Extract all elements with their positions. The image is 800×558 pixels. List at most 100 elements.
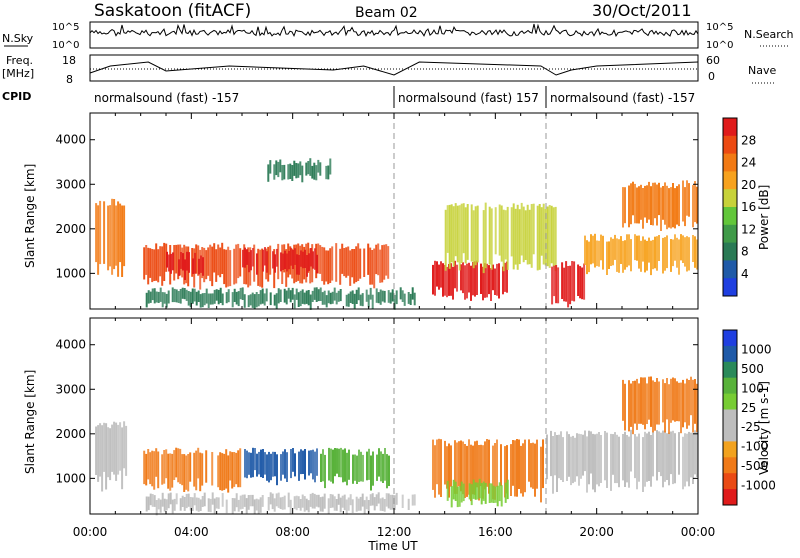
heatmap-cell xyxy=(269,492,272,505)
heatmap-cell xyxy=(225,249,228,288)
heatmap-cell xyxy=(333,496,336,511)
colorbar-swatch xyxy=(723,473,737,490)
heatmap-cell xyxy=(558,434,560,479)
heatmap-cell xyxy=(383,499,386,512)
heatmap-cell xyxy=(315,494,318,507)
heatmap-cell xyxy=(237,243,240,279)
heatmap-cell xyxy=(101,425,104,492)
heatmap-cell xyxy=(359,496,362,511)
heatmap-cell xyxy=(309,493,312,507)
heatmap-cell xyxy=(299,499,302,511)
y-tick-label: 1000 xyxy=(55,266,86,280)
heatmap-cell xyxy=(560,431,562,480)
heatmap-cell xyxy=(696,239,698,270)
heatmap-cell xyxy=(199,499,202,511)
heatmap-cell xyxy=(180,252,182,269)
power-ylabel: Slant Range [km] xyxy=(23,164,37,268)
heatmap-cell xyxy=(289,290,292,303)
heatmap-cell xyxy=(672,183,674,228)
heatmap-cell xyxy=(359,248,362,279)
heatmap-cell xyxy=(259,249,262,287)
heatmap-cell xyxy=(369,247,372,285)
heatmap-cell xyxy=(552,436,554,494)
heatmap-cell xyxy=(151,494,154,507)
heatmap-cell xyxy=(666,433,668,480)
heatmap-cell xyxy=(207,498,210,512)
heatmap-cell xyxy=(546,434,548,480)
heatmap-cell xyxy=(192,258,194,274)
heatmap-cell xyxy=(682,235,684,263)
heatmap-cell xyxy=(662,186,664,220)
heatmap-cell xyxy=(378,448,380,477)
heatmap-cell xyxy=(231,292,234,308)
heatmap-cell xyxy=(480,263,482,294)
xlabel: Time UT xyxy=(367,539,418,553)
heatmap-cell xyxy=(173,450,176,480)
heatmap-cell xyxy=(257,294,260,307)
heatmap-cell xyxy=(345,499,348,515)
heatmap-cell xyxy=(678,382,680,422)
heatmap-cell xyxy=(355,289,358,304)
heatmap-cell xyxy=(504,210,507,260)
heatmap-cell xyxy=(656,184,658,226)
heatmap-cell xyxy=(380,451,382,482)
heatmap-cell xyxy=(181,495,184,507)
heatmap-cell xyxy=(686,236,688,272)
heatmap-cell xyxy=(272,451,274,477)
nsky-label: N.Sky xyxy=(2,32,34,45)
heatmap-cell xyxy=(199,452,202,492)
heatmap-cell xyxy=(528,209,531,265)
heatmap-cell xyxy=(262,449,264,478)
heatmap-cell xyxy=(161,454,164,485)
heatmap-cell xyxy=(606,432,608,488)
heatmap-cell xyxy=(692,235,694,262)
heatmap-cell xyxy=(520,445,522,494)
heatmap-cell xyxy=(308,253,310,271)
heatmap-cell xyxy=(369,494,372,506)
x-tick-label: 00:00 xyxy=(73,525,108,539)
heatmap-cell xyxy=(239,287,242,300)
heatmap-cell xyxy=(460,264,462,291)
heatmap-cell xyxy=(542,439,544,489)
heatmap-cell xyxy=(676,381,678,422)
heatmap-cell xyxy=(161,292,164,308)
heatmap-cell xyxy=(684,433,686,487)
heatmap-cell xyxy=(640,377,642,424)
heatmap-cell xyxy=(526,204,529,265)
heatmap-cell xyxy=(191,288,194,304)
heatmap-cell xyxy=(484,202,487,269)
heatmap-cell xyxy=(251,494,254,507)
heatmap-cell xyxy=(235,291,238,305)
heatmap-cell xyxy=(554,432,556,476)
heatmap-cell xyxy=(646,185,648,223)
heatmap-cell xyxy=(548,205,551,268)
heatmap-cell xyxy=(472,262,474,296)
freq-bottom-tick: 8 xyxy=(66,73,73,86)
heatmap-cell xyxy=(436,261,438,287)
heatmap-cell xyxy=(540,207,543,256)
heatmap-cell xyxy=(155,448,158,477)
heatmap-cell xyxy=(147,449,150,480)
heatmap-cell xyxy=(322,449,324,482)
heatmap-cell xyxy=(316,254,318,274)
heatmap-cell xyxy=(632,181,634,216)
heatmap-cell xyxy=(502,209,505,272)
heatmap-cell xyxy=(496,485,499,507)
heatmap-cell xyxy=(319,245,322,274)
heatmap-cell xyxy=(305,162,308,176)
heatmap-cell xyxy=(696,383,698,433)
heatmap-cell xyxy=(628,185,630,228)
heatmap-cell xyxy=(178,259,180,276)
heatmap-cell xyxy=(295,163,298,179)
heatmap-cell xyxy=(168,254,170,272)
heatmap-cell xyxy=(249,294,252,306)
heatmap-cell xyxy=(187,291,190,306)
heatmap-cell xyxy=(674,234,676,261)
heatmap-cell xyxy=(252,248,254,267)
heatmap-cell xyxy=(151,450,154,487)
heatmap-cell xyxy=(111,198,114,275)
heatmap-cell xyxy=(97,205,100,275)
heatmap-cell xyxy=(284,250,286,269)
heatmap-cell xyxy=(349,250,352,286)
heatmap-cell xyxy=(592,235,594,264)
